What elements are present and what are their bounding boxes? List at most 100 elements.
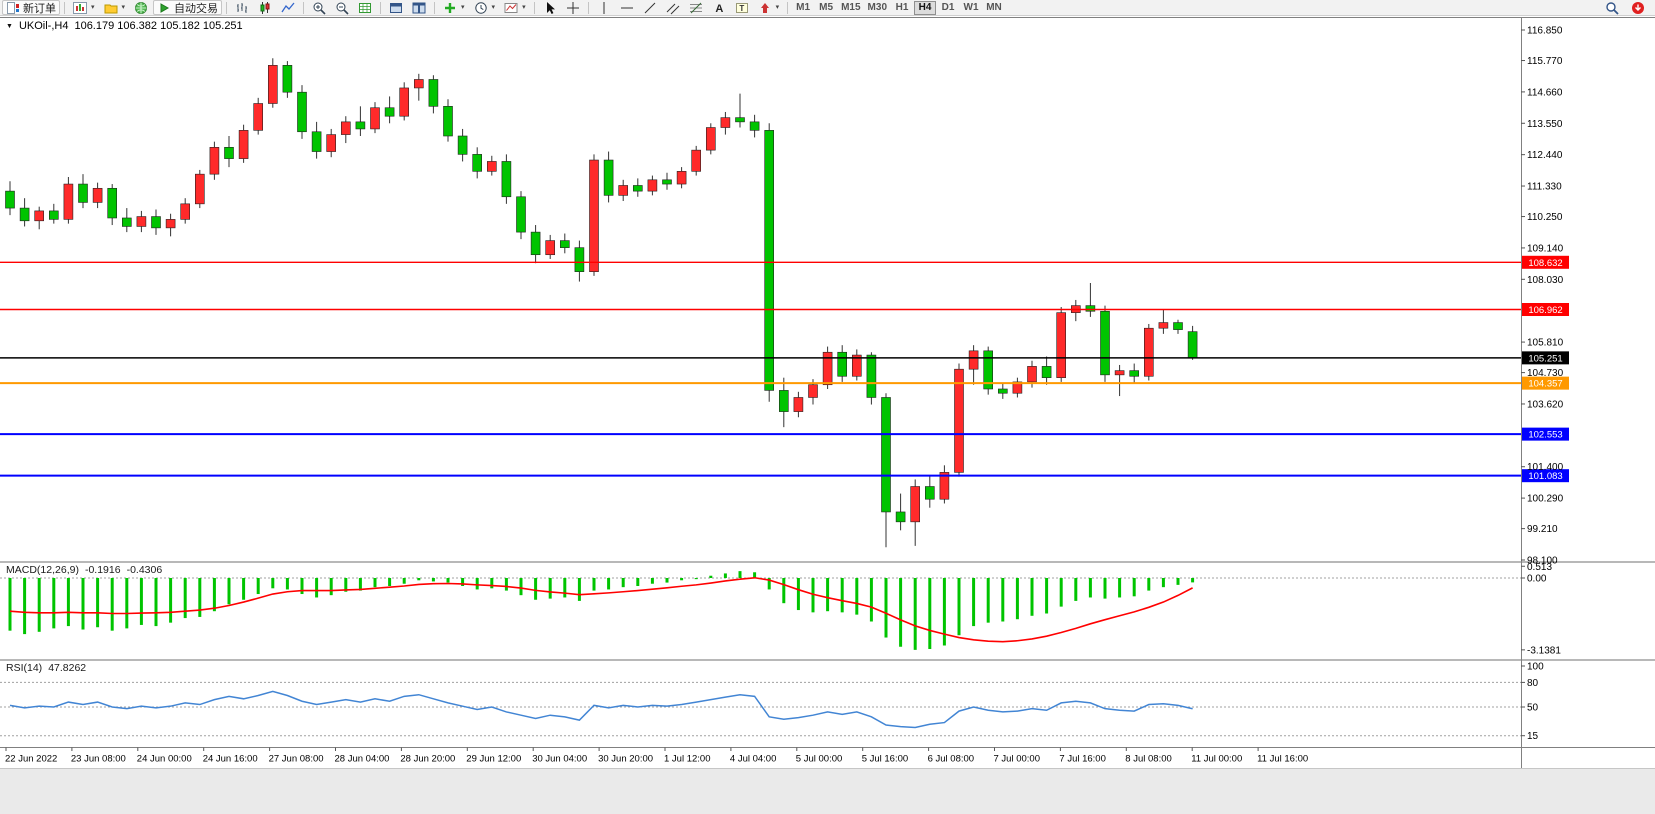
timeframe-button-M30[interactable]: M30: [865, 1, 890, 15]
separator: [787, 1, 789, 14]
timeframe-button-M15[interactable]: M15: [838, 1, 863, 15]
time-axis-label: 11 Jul 00:00: [1191, 754, 1242, 765]
crosshair-button[interactable]: [562, 0, 584, 15]
price-axis-label: 105.810: [1527, 338, 1564, 349]
candle: [122, 217, 132, 227]
candle: [1012, 381, 1023, 394]
candle: [238, 130, 249, 159]
rsi-axis-label: 80: [1527, 678, 1539, 689]
ohlc-values: 106.179 106.382 105.182 105.251: [74, 20, 243, 32]
candle: [165, 219, 176, 229]
time-axis-label: 28 Jun 20:00: [400, 754, 455, 765]
candle: [355, 121, 366, 130]
time-axis-label: 7 Jul 00:00: [994, 754, 1040, 765]
candle: [34, 210, 45, 222]
tile-windows-button[interactable]: [408, 0, 430, 15]
cursor-button[interactable]: [539, 0, 561, 15]
candle: [19, 207, 30, 222]
panel-splitter[interactable]: [0, 659, 1655, 661]
templates-button[interactable]: ▾: [500, 0, 530, 15]
timeframe-button-D1[interactable]: D1: [937, 1, 959, 15]
auto-trading-button[interactable]: 自动交易: [153, 0, 223, 15]
candle: [428, 79, 439, 107]
panel-splitter[interactable]: [0, 561, 1655, 563]
line-chart-button[interactable]: [277, 0, 299, 15]
zoom-out-icon: [335, 1, 349, 15]
trendline-button[interactable]: [639, 0, 661, 15]
text-icon: A: [712, 1, 726, 15]
price-axis-label: 115.770: [1527, 56, 1563, 67]
bar-chart-button[interactable]: [231, 0, 253, 15]
arrows-button[interactable]: ▾: [754, 0, 784, 15]
zoom-in-icon: [312, 1, 326, 15]
candle: [92, 187, 103, 203]
chart-background: [0, 17, 1655, 768]
new-chart-button[interactable]: ▾: [69, 0, 99, 15]
separator: [303, 1, 305, 14]
candle: [632, 185, 643, 192]
trendline-icon: [643, 1, 657, 15]
zoom-out-button[interactable]: [331, 0, 353, 15]
rsi-axis-label: 100: [1527, 662, 1544, 673]
dropdown-caret: ▾: [461, 4, 465, 11]
timeframe-button-MN[interactable]: MN: [983, 1, 1005, 15]
new-window-button[interactable]: [385, 0, 407, 15]
candle: [720, 117, 731, 128]
candle: [370, 107, 380, 130]
vertical-line-button[interactable]: [593, 0, 615, 15]
horizontal-line-button[interactable]: [616, 0, 638, 15]
timeframe-button-M1[interactable]: M1: [792, 1, 814, 15]
price-axis-label: 112.440: [1527, 150, 1563, 161]
macd-axis-label: 0.513: [1527, 562, 1552, 573]
macd-axis-label: -3.1381: [1527, 645, 1561, 656]
notification-button[interactable]: [1627, 0, 1649, 15]
time-axis-label: 5 Jul 16:00: [862, 754, 908, 765]
candle: [1129, 370, 1139, 377]
timeframe-button-M5[interactable]: M5: [815, 1, 837, 15]
candle: [1100, 310, 1110, 376]
price-axis-label: 111.330: [1527, 182, 1562, 193]
price-badge-label: 102.553: [1528, 430, 1562, 441]
time-axis-label: 4 Jul 04:00: [730, 754, 776, 765]
timeframe-button-W1[interactable]: W1: [960, 1, 982, 15]
dropdown-caret: ▾: [522, 4, 526, 11]
text-label-button[interactable]: T: [731, 0, 753, 15]
profiles-button[interactable]: ▾: [100, 0, 130, 15]
rsi-axis-label: 15: [1527, 731, 1539, 742]
zoom-in-button[interactable]: [308, 0, 330, 15]
chart-title: ▼ UKOil-,H4 106.179 106.382 105.182 105.…: [6, 20, 243, 32]
new-order-button[interactable]: 新订单: [2, 0, 60, 15]
grid-button[interactable]: [354, 0, 376, 15]
time-axis-label: 6 Jul 08:00: [928, 754, 974, 765]
price-axis-label: 101.400: [1527, 462, 1564, 473]
rsi-label: RSI(14) 47.8262: [6, 662, 86, 674]
symbol-dropdown-icon[interactable]: ▼: [6, 22, 13, 30]
candle: [267, 65, 278, 104]
fibonacci-button[interactable]: [685, 0, 707, 15]
search-button[interactable]: [1601, 0, 1623, 15]
separator: [64, 1, 65, 14]
price-axis-label: 100.290: [1527, 494, 1564, 505]
candle: [501, 161, 512, 198]
timeframe-button-H1[interactable]: H1: [891, 1, 913, 15]
indicators-add-button[interactable]: ▾: [439, 0, 469, 15]
time-axis-label: 22 Jun 2022: [5, 754, 57, 765]
candlestick-button[interactable]: [254, 0, 276, 15]
periods-button[interactable]: ▾: [470, 0, 500, 15]
candle: [778, 390, 789, 412]
dropdown-caret: ▾: [121, 4, 126, 11]
channel-button[interactable]: [662, 0, 684, 15]
macd-main-value: -0.1916: [84, 564, 121, 576]
market-watch-button[interactable]: [130, 0, 152, 15]
separator: [533, 1, 535, 14]
time-axis-label: 7 Jul 16:00: [1059, 754, 1105, 765]
candle: [253, 103, 263, 131]
dropdown-caret: ▾: [91, 4, 95, 11]
profiles-icon: [104, 1, 118, 15]
horiz-line-icon: [620, 1, 634, 15]
symbol-period-label: UKOil-,H4: [18, 20, 69, 32]
chart-area[interactable]: 108.632 106.962 105.251 104.357 102.553 101.0…: [0, 17, 1655, 768]
text-button[interactable]: A: [708, 0, 730, 15]
timeframe-button-H4[interactable]: H4: [914, 0, 936, 15]
candle: [1158, 322, 1169, 329]
